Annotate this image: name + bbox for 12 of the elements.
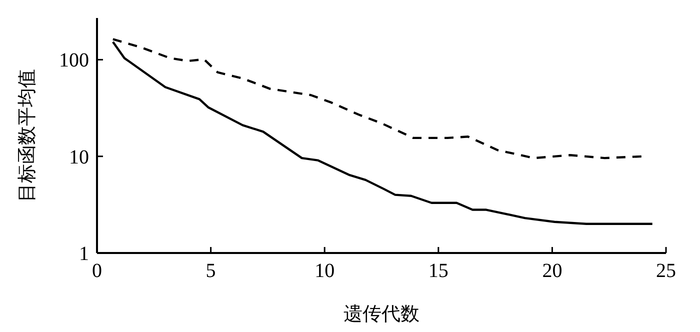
x-tick-label: 0: [92, 260, 102, 282]
line-series: [112, 40, 654, 225]
y-tick-label: 100: [59, 50, 89, 72]
x-tick-label: 20: [542, 260, 562, 282]
x-tick-label: 10: [314, 260, 335, 282]
y-tick-label: 10: [69, 146, 89, 168]
x-axis-title: 遗传代数: [344, 304, 420, 325]
x-tick-label: 25: [656, 260, 676, 282]
y-tick-label: 1: [79, 243, 89, 265]
x-tick-label: 5: [206, 260, 216, 282]
x-tick-label: 15: [428, 260, 448, 282]
y-axis-title: 目标函数平均值: [17, 69, 38, 202]
